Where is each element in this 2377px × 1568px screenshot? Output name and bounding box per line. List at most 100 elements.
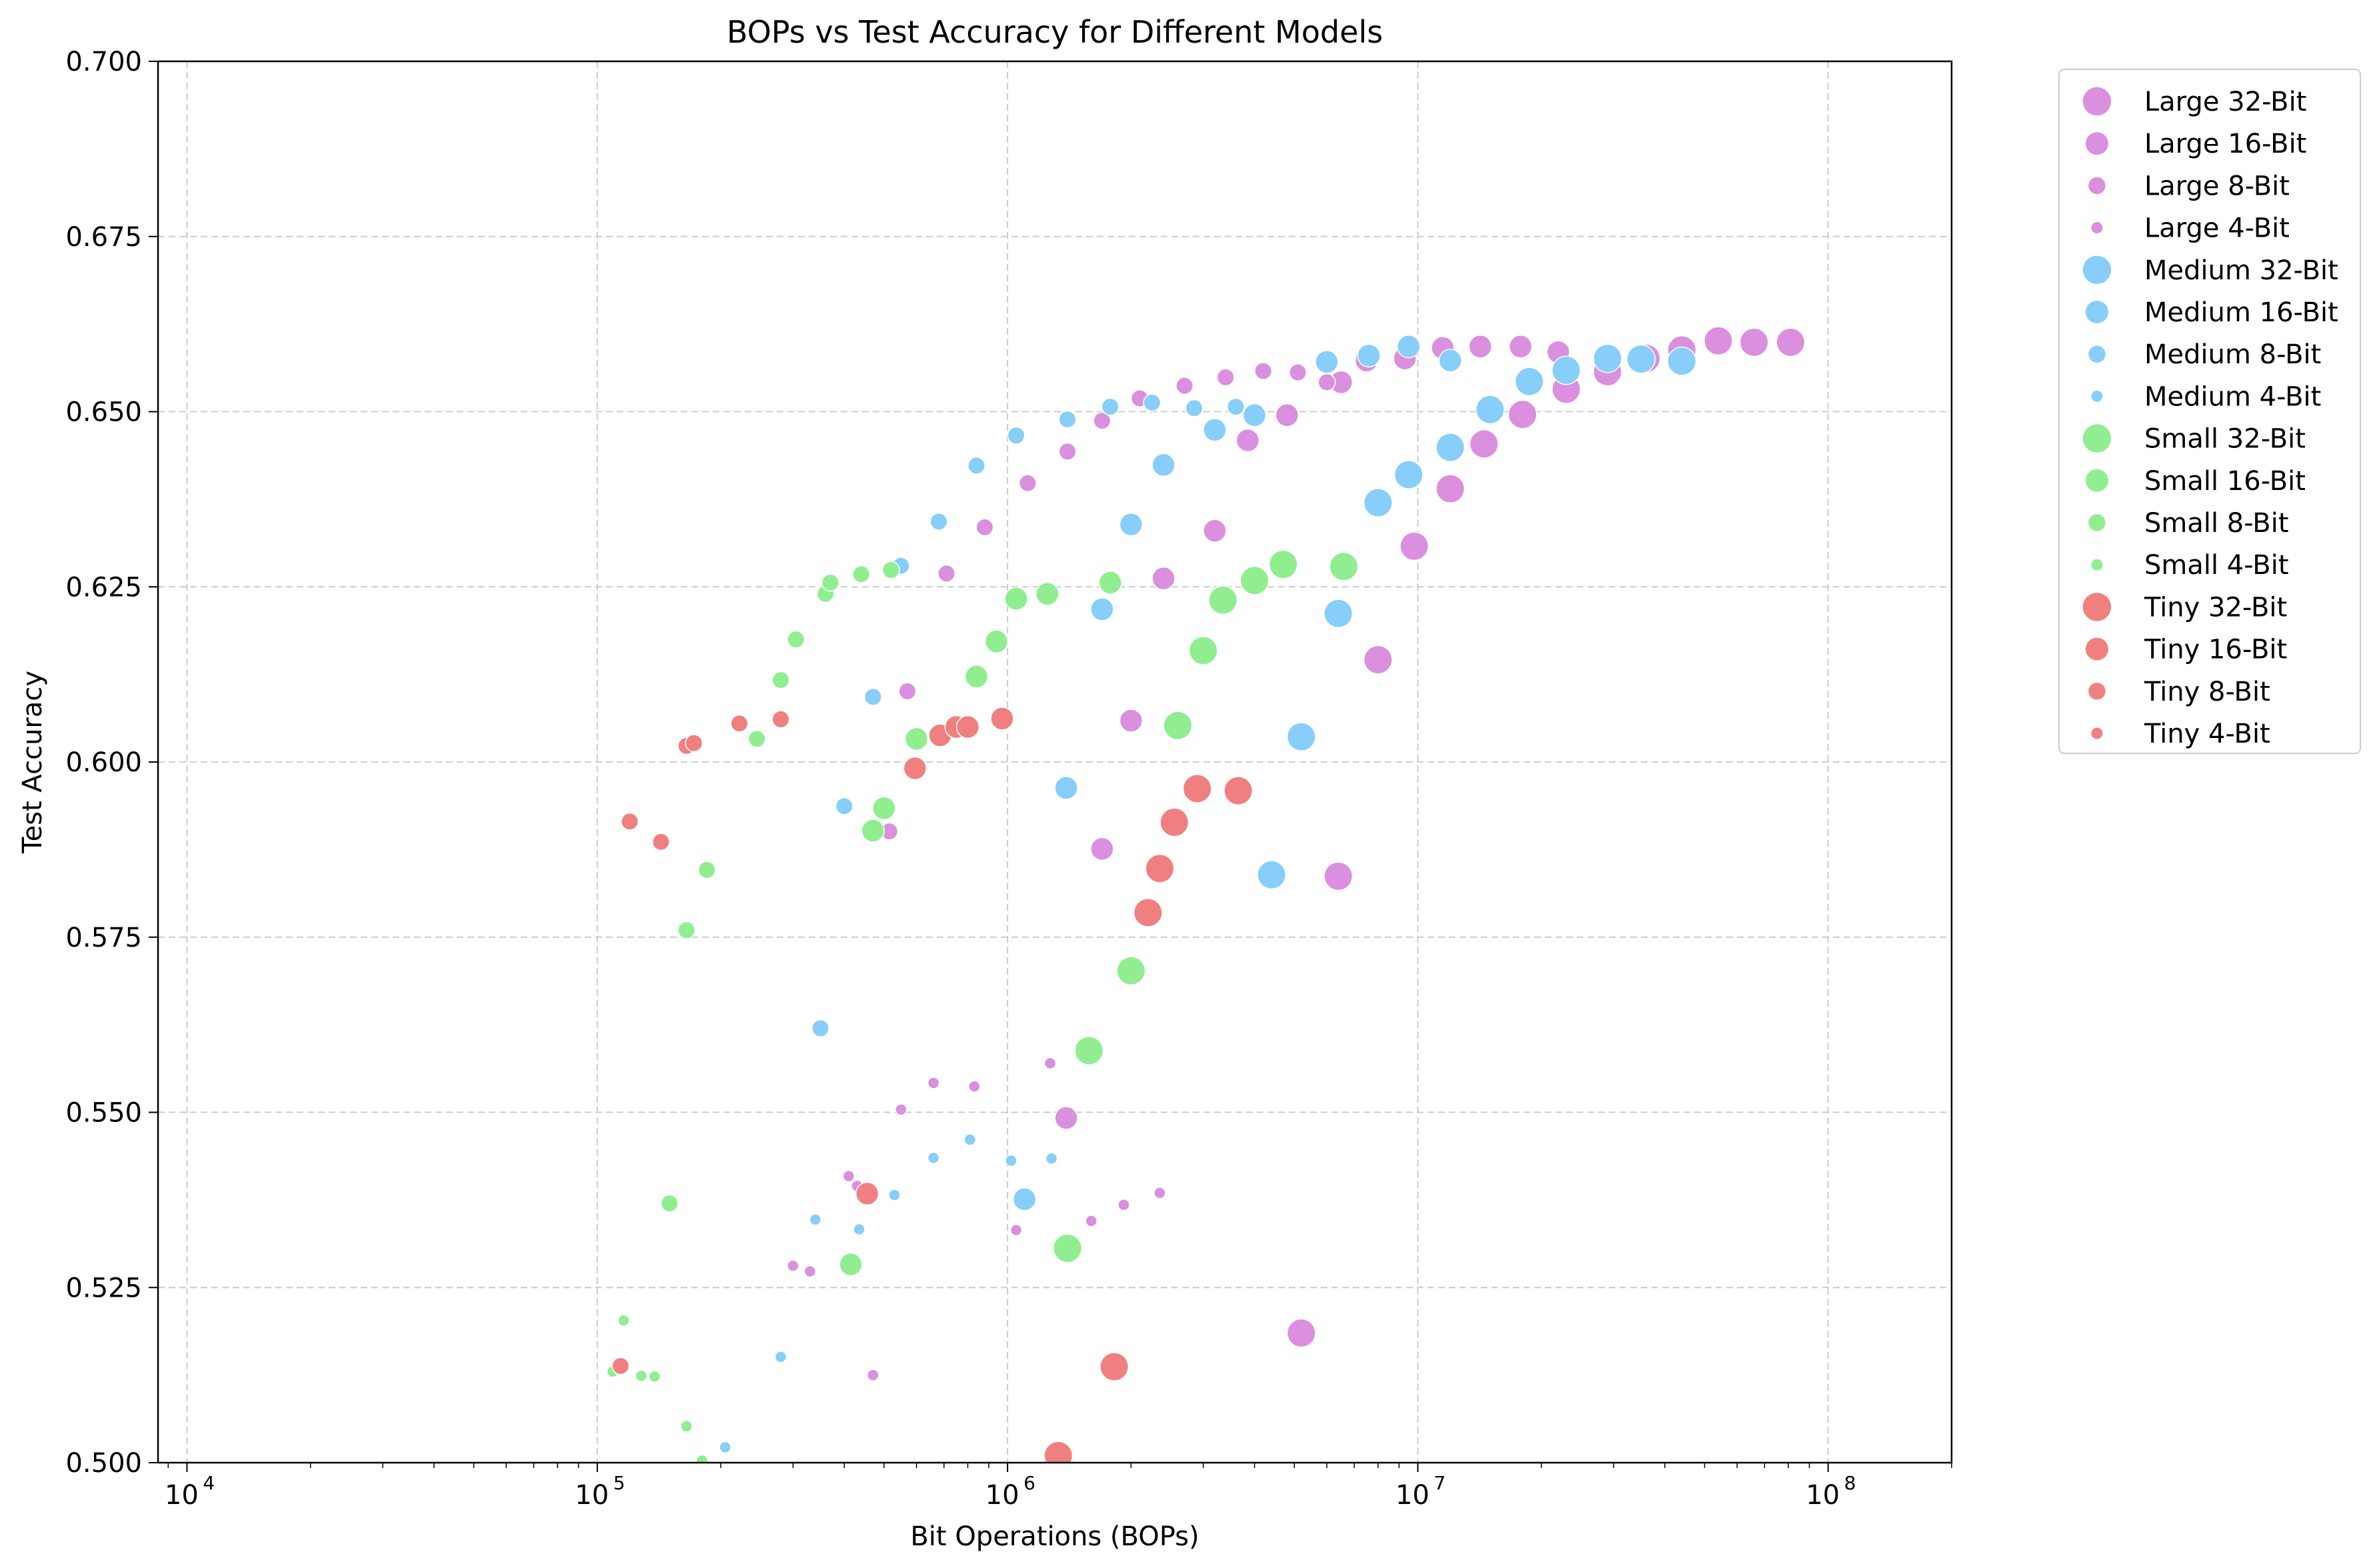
legend-label-tiny-32-bit: Tiny 32-Bit [2144,592,2287,623]
point-large-32-bit [1436,474,1466,504]
y-axis-label: Test Accuracy [17,671,48,854]
legend-label-small-16-bit: Small 16-Bit [2144,466,2306,497]
legend-marker-large-8-bit [2088,177,2106,195]
point-medium-16-bit [1119,513,1143,537]
point-small-4-bit [695,1454,709,1463]
point-medium-8-bit [1226,397,1245,416]
point-large-8-bit [1254,362,1273,381]
point-small-4-bit [680,1420,693,1433]
point-large-8-bit [1216,368,1235,387]
x-axis-label: Bit Operations (BOPs) [910,1521,1199,1552]
point-small-16-bit [1098,571,1122,595]
point-medium-8-bit [1185,399,1204,417]
legend-label-tiny-16-bit: Tiny 16-Bit [2144,635,2287,665]
point-tiny-32-bit [1145,853,1175,883]
point-small-4-bit [617,1314,630,1327]
point-large-8-bit [1058,442,1077,461]
legend-marker-tiny-16-bit [2086,637,2108,661]
x-tick-label-base: 10 [575,1480,609,1511]
point-large-8-bit [1175,377,1194,395]
x-tick-label-exponent: 8 [1844,1472,1856,1494]
legend-marker-medium-4-bit [2091,390,2103,402]
point-small-32-bit [1116,956,1146,986]
point-small-4-bit [648,1370,661,1383]
x-tick-label-base: 10 [985,1480,1019,1511]
x-tick-label-exponent: 5 [613,1472,625,1494]
point-large-8-bit [975,518,994,537]
point-small-16-bit [839,1252,863,1277]
x-tick-label-base: 10 [165,1480,199,1511]
point-large-4-bit [1009,1223,1023,1237]
point-small-8-bit [771,671,790,689]
legend-marker-small-32-bit [2082,424,2112,453]
point-medium-32-bit [1514,367,1544,397]
point-large-4-bit [1117,1199,1130,1211]
point-large-4-bit [927,1077,940,1089]
legend-label-large-16-bit: Large 16-Bit [2144,129,2306,159]
point-large-4-bit [787,1259,799,1272]
point-medium-8-bit [863,687,882,706]
point-large-16-bit [1468,335,1492,359]
legend-label-small-8-bit: Small 8-Bit [2144,508,2289,539]
point-tiny-32-bit [1133,898,1163,927]
point-large-32-bit [1508,399,1538,429]
y-tick-label: 0.550 [65,1098,142,1129]
point-large-4-bit [1085,1215,1097,1227]
point-small-16-bit [964,665,989,689]
point-large-16-bit [1275,403,1299,427]
legend-marker-tiny-32-bit [2082,593,2112,621]
point-medium-4-bit [888,1189,901,1201]
y-tick-label: 0.625 [65,572,142,603]
legend-label-medium-32-bit: Medium 32-Bit [2144,255,2338,286]
point-medium-4-bit [719,1441,731,1454]
legend-marker-large-16-bit [2086,132,2108,155]
point-large-32-bit [1400,531,1429,561]
point-medium-8-bit [1143,393,1161,412]
point-tiny-8-bit [611,1357,630,1375]
point-large-4-bit [895,1103,907,1116]
point-medium-16-bit [1203,418,1227,442]
point-large-32-bit [1286,1318,1316,1348]
point-small-8-bit [881,561,900,579]
point-small-32-bit [1163,711,1193,741]
point-tiny-32-bit [1182,773,1212,803]
point-small-32-bit [1268,549,1298,579]
x-tick-label-base: 10 [1396,1480,1430,1511]
point-small-16-bit [984,629,1009,653]
point-large-16-bit [1236,428,1260,453]
legend-label-small-4-bit: Small 4-Bit [2144,550,2289,581]
point-medium-4-bit [1045,1152,1058,1165]
point-medium-16-bit [1012,1187,1037,1211]
point-large-16-bit [1508,335,1533,359]
point-medium-8-bit [967,456,985,475]
point-small-32-bit [1329,551,1359,581]
point-tiny-32-bit [1043,1441,1073,1463]
legend-label-medium-4-bit: Medium 4-Bit [2144,381,2321,412]
point-small-32-bit [1053,1233,1082,1263]
point-tiny-8-bit [730,714,749,733]
point-medium-8-bit [811,1019,830,1037]
legend-label-large-32-bit: Large 32-Bit [2144,87,2306,117]
legend-label-medium-8-bit: Medium 8-Bit [2144,339,2321,370]
point-large-32-bit [1324,861,1354,891]
data-points [606,326,1806,1463]
legend-marker-small-4-bit [2091,559,2103,571]
point-large-8-bit [1093,411,1111,430]
legend-label-tiny-4-bit: Tiny 4-Bit [2144,719,2270,749]
point-large-4-bit [1153,1187,1166,1199]
point-tiny-16-bit [990,707,1014,731]
point-medium-4-bit [927,1151,940,1165]
point-large-8-bit [937,564,956,583]
point-small-32-bit [1240,565,1270,595]
point-medium-8-bit [1058,410,1077,429]
point-large-8-bit [1289,363,1307,382]
legend-marker-medium-8-bit [2088,345,2106,363]
point-medium-32-bit [1363,488,1393,518]
x-tick-label-exponent: 6 [1023,1472,1035,1494]
point-small-16-bit [872,796,896,821]
point-medium-16-bit [1090,597,1114,621]
point-small-8-bit [821,573,839,592]
legend-marker-tiny-4-bit [2091,727,2103,739]
legend-label-medium-16-bit: Medium 16-Bit [2144,297,2338,328]
